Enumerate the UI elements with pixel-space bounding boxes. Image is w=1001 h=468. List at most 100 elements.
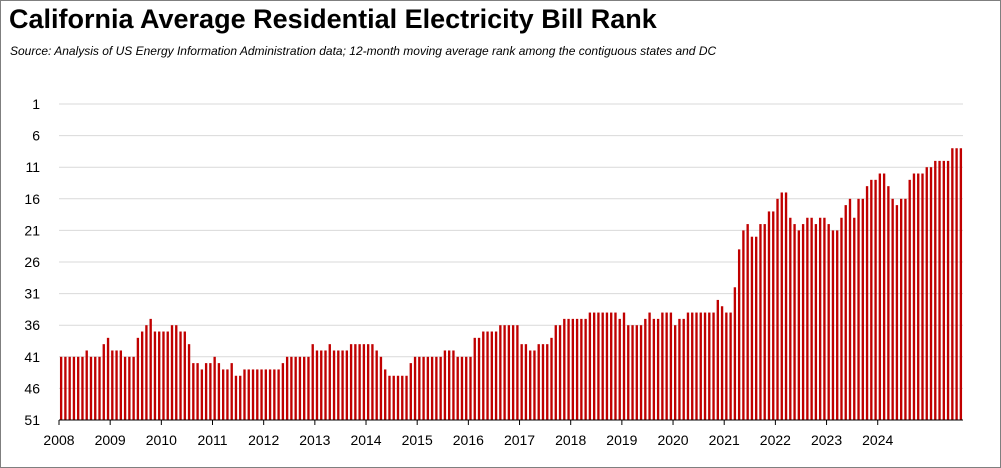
- bar: [158, 331, 161, 420]
- bar: [648, 312, 651, 420]
- y-tick-label: 1: [32, 96, 40, 112]
- x-tick-label: 2016: [453, 432, 484, 448]
- bar: [473, 337, 476, 420]
- bar: [533, 350, 536, 420]
- bar: [226, 369, 229, 420]
- x-tick-label: 2011: [197, 432, 227, 448]
- bar: [396, 375, 400, 420]
- x-tick-label: 2015: [402, 432, 433, 448]
- bar: [145, 325, 148, 420]
- bar: [806, 217, 809, 420]
- chart-title: California Average Residential Electrici…: [9, 4, 657, 34]
- bar: [204, 363, 208, 420]
- bar: [614, 312, 617, 420]
- bar: [772, 211, 775, 420]
- bar: [469, 356, 472, 420]
- bar: [656, 318, 660, 420]
- bar: [183, 331, 186, 420]
- bar: [435, 356, 438, 420]
- bar: [460, 356, 464, 420]
- bar: [290, 356, 293, 420]
- bar: [921, 173, 924, 420]
- bar: [678, 318, 681, 420]
- bar: [755, 236, 758, 420]
- x-tick-label: 2022: [760, 432, 791, 448]
- bar: [85, 350, 88, 420]
- bar: [827, 224, 830, 420]
- bar: [128, 356, 131, 420]
- bar: [256, 369, 259, 420]
- y-tick-label: 16: [24, 191, 40, 207]
- bar: [298, 356, 302, 420]
- bar: [942, 160, 945, 420]
- bar: [763, 224, 766, 420]
- bar: [209, 363, 212, 420]
- bar: [200, 369, 204, 420]
- bar: [119, 350, 123, 420]
- bar: [703, 312, 707, 420]
- bar: [94, 356, 97, 420]
- bar: [456, 356, 459, 420]
- bar: [486, 331, 489, 420]
- bar: [222, 369, 225, 420]
- bar: [959, 148, 963, 421]
- bar: [605, 312, 609, 420]
- y-tick-label: 36: [24, 317, 40, 333]
- bar: [558, 325, 562, 420]
- bar: [929, 167, 933, 420]
- bar: [268, 369, 272, 420]
- y-tick-label: 21: [24, 222, 40, 238]
- bar: [848, 198, 852, 420]
- bar: [537, 344, 540, 420]
- y-tick-label: 46: [24, 380, 40, 396]
- bar: [712, 312, 715, 420]
- bar: [341, 350, 344, 420]
- bar: [354, 344, 357, 420]
- bar: [132, 356, 135, 420]
- bar: [661, 312, 664, 420]
- bar: [801, 224, 805, 420]
- bar: [955, 148, 958, 421]
- bar: [170, 325, 174, 420]
- bar: [584, 318, 587, 420]
- bar: [123, 356, 127, 420]
- bar: [482, 331, 485, 420]
- bar: [452, 350, 455, 420]
- bar: [639, 325, 643, 420]
- bar: [520, 344, 523, 420]
- bar: [627, 325, 630, 420]
- bar: [887, 186, 890, 420]
- bar: [490, 331, 493, 420]
- bar: [106, 337, 110, 420]
- bar: [546, 344, 549, 420]
- bar: [324, 350, 327, 420]
- bar: [588, 312, 592, 420]
- bar: [511, 325, 515, 420]
- x-tick-label: 2020: [657, 432, 688, 448]
- bar: [405, 375, 408, 420]
- y-tick-label: 31: [24, 286, 40, 302]
- bar: [264, 369, 267, 420]
- bar: [571, 318, 575, 420]
- bar: [64, 356, 67, 420]
- y-tick-label: 26: [24, 254, 40, 270]
- bar: [635, 325, 638, 420]
- bar: [917, 173, 920, 420]
- bar: [115, 350, 118, 420]
- bar: [345, 350, 349, 420]
- bar: [831, 230, 835, 420]
- bar: [789, 217, 792, 420]
- bar: [507, 325, 511, 420]
- x-axis-ticks: 2008 2009 2010 2011 2012 2013 2014 2015 2016 2017…: [43, 432, 893, 448]
- bar: [328, 344, 331, 420]
- bar: [448, 350, 451, 420]
- bar: [192, 363, 195, 420]
- bar: [784, 192, 788, 420]
- bar: [315, 350, 319, 420]
- bar: [281, 363, 285, 420]
- bar: [878, 173, 882, 420]
- bar: [912, 173, 916, 420]
- bar: [925, 167, 928, 420]
- axes: [58, 419, 963, 425]
